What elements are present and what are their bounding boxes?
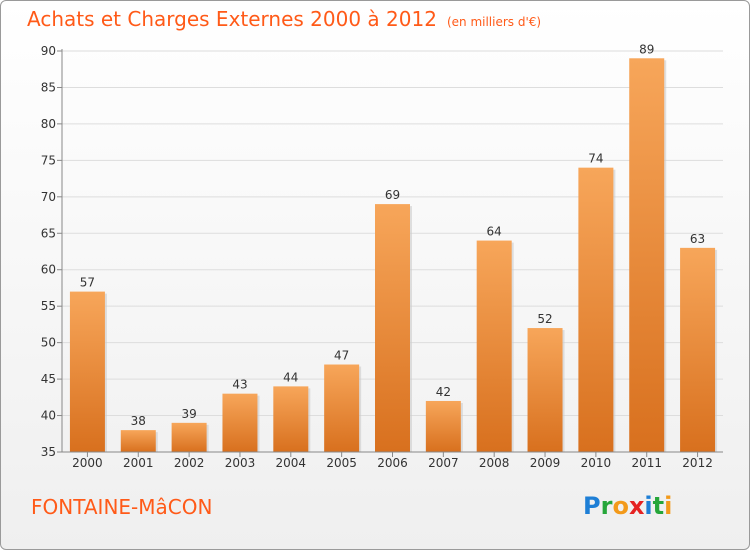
commune-name: FONTAINE-MâCON [31, 495, 213, 519]
y-tick-label: 65 [41, 226, 56, 240]
chart-subtitle: (en milliers d'€) [446, 15, 542, 29]
y-tick-label: 40 [41, 409, 56, 423]
x-tick-label: 2007 [428, 456, 459, 470]
logo-letter: r [600, 492, 613, 520]
bar-value-label: 69 [385, 188, 400, 202]
y-tick-label: 85 [41, 80, 56, 94]
bar-value-label: 44 [283, 370, 298, 384]
y-tick-label: 45 [41, 372, 56, 386]
logo-letter: P [583, 492, 601, 520]
bar [680, 247, 716, 452]
logo-letter: i [644, 492, 653, 520]
bar [375, 204, 410, 452]
x-tick-label: 2006 [377, 456, 408, 470]
bar [629, 58, 665, 453]
x-tick-label: 2001 [123, 456, 154, 470]
logo-letter: x [628, 492, 645, 520]
bar-value-label: 89 [639, 42, 654, 56]
x-tick-label: 2005 [326, 456, 357, 470]
logo-letter: o [612, 492, 629, 520]
bar-value-label: 63 [690, 232, 705, 246]
bars: 57 38 39 43 44 47 69 42 64 52 74 89 63 [69, 42, 718, 453]
x-tick-label: 2003 [225, 456, 256, 470]
bar-value-label: 39 [181, 407, 196, 421]
y-tick-label: 90 [41, 44, 56, 58]
x-tick-label: 2000 [72, 456, 103, 470]
bar [476, 240, 512, 452]
bar [324, 364, 360, 452]
x-tick-label: 2012 [682, 456, 713, 470]
chart-title: Achats et Charges Externes 2000 à 2012 (e… [27, 7, 542, 31]
x-tick-label: 2008 [479, 456, 510, 470]
bar [425, 400, 461, 452]
bar-value-label: 64 [487, 225, 502, 239]
bar-value-label: 38 [131, 414, 146, 428]
bar-value-label: 47 [334, 349, 349, 363]
bar [69, 291, 105, 452]
proxiti-logo[interactable]: Proxiti [583, 492, 672, 520]
bar-value-label: 74 [588, 152, 603, 166]
bar-value-label: 57 [80, 276, 95, 290]
bar [273, 386, 309, 452]
bar [120, 430, 156, 452]
y-tick-label: 75 [41, 153, 56, 167]
y-tick-label: 50 [41, 336, 56, 350]
bar [171, 422, 207, 452]
bar [527, 328, 563, 452]
bar-value-label: 42 [436, 385, 451, 399]
y-tick-label: 70 [41, 190, 56, 204]
bar-value-label: 52 [537, 312, 552, 326]
y-tick-label: 55 [41, 299, 56, 313]
x-tick-label: 2004 [276, 456, 307, 470]
bar [222, 393, 258, 452]
axes: 35 40 45 50 55 60 65 70 75 80 85 90 2000 2001 2002 2003… [41, 44, 723, 470]
bar [578, 167, 614, 452]
logo-letter: i [664, 492, 673, 520]
x-tick-label: 2009 [530, 456, 561, 470]
x-tick-label: 2002 [174, 456, 205, 470]
y-tick-label: 35 [41, 445, 56, 459]
x-tick-label: 2010 [581, 456, 612, 470]
y-tick-label: 80 [41, 117, 56, 131]
y-tick-label: 60 [41, 263, 56, 277]
logo-letter: t [652, 492, 665, 520]
x-tick-label: 2011 [631, 456, 662, 470]
bar-value-label: 43 [232, 378, 247, 392]
